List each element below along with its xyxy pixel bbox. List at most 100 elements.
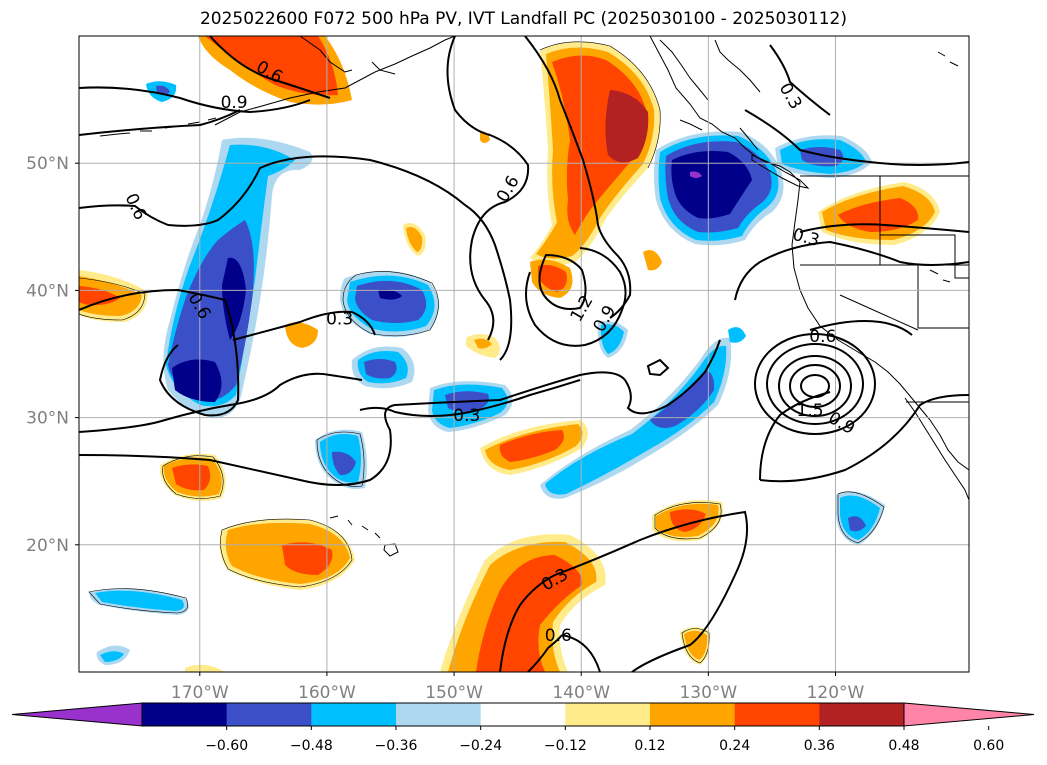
colorbar-extend-high — [903, 702, 1035, 727]
pv-fill-positive — [205, 36, 338, 96]
lat-tick-label: 20°N — [26, 536, 69, 556]
pv-fill-positive — [406, 227, 423, 252]
colorbar-tick-label: −0.24 — [459, 738, 502, 754]
contour-line — [789, 364, 841, 408]
contour-line — [800, 374, 830, 398]
contour-label: 0.6 — [809, 327, 836, 347]
lon-tick-label: 170°W — [171, 683, 229, 703]
colorbar-segment — [480, 703, 566, 726]
contour-label: 0.6 — [493, 172, 524, 205]
colorbar-segment — [734, 703, 820, 726]
contour-line — [759, 394, 969, 483]
lon-tick-label: 120°W — [807, 683, 865, 703]
lat-tick-label: 50°N — [26, 154, 69, 174]
coastline-alaska — [214, 36, 456, 126]
pv-fill-positive — [605, 90, 649, 163]
pv-fill-positive — [172, 464, 211, 491]
colorbar-tick-label: −0.60 — [205, 738, 248, 754]
pv-fill-negative — [378, 289, 402, 300]
colorbar-segment — [226, 703, 312, 726]
contour-line — [232, 310, 376, 341]
pv-fill-negative — [848, 516, 866, 532]
contour-line — [499, 510, 748, 672]
colorbar-segment — [396, 703, 482, 726]
contour-line — [446, 36, 530, 341]
pv-fill-positive — [282, 542, 333, 575]
contour-label: 1.5 — [797, 401, 824, 421]
colorbar-tick-label: 0.36 — [804, 738, 835, 754]
contour-line — [734, 240, 969, 301]
pv-fill-positive — [476, 555, 583, 672]
contour-line — [754, 333, 876, 435]
colorbar-segment — [142, 703, 228, 726]
pv-fill-negative — [728, 327, 746, 343]
colorbar-segment — [565, 703, 651, 726]
contour-line — [766, 343, 864, 425]
contour-line — [79, 155, 513, 361]
axis-tick-labels: 50°N 40°N 30°N 20°N 170°W 160°W 150°W 140°W 130°… — [26, 154, 864, 703]
coastline-bc — [649, 36, 801, 183]
colorbar-tick-label: 0.60 — [973, 738, 1004, 754]
map-area: 0.60.9 0.30.60.60.30.6 0.3 1.20.90.60.3 1.5 0… — [79, 36, 969, 672]
pv-shading — [79, 36, 940, 672]
map-frame — [78, 35, 970, 673]
figure-title: 2025022600 F072 500 hPa PV, IVT Landfall… — [199, 9, 847, 29]
pv-fill-negative — [650, 370, 715, 428]
state-borders — [800, 176, 969, 331]
contour-line — [79, 288, 240, 417]
contour-line — [525, 247, 627, 347]
contour-line — [778, 355, 852, 417]
contour-line — [209, 36, 331, 99]
pv-fill-negative — [690, 171, 702, 178]
contour-line — [809, 320, 913, 336]
colorbar-tick-label: −0.12 — [544, 738, 587, 754]
pv-fill-negative — [172, 359, 222, 402]
contour-label: 0.9 — [221, 93, 248, 113]
pv-fill-positive — [684, 630, 708, 660]
pv-fill-positive — [538, 264, 567, 292]
graticule — [79, 36, 969, 672]
colorbar-tick-label: 0.12 — [634, 738, 665, 754]
coastline-us-west — [791, 181, 931, 421]
colorbar-tick-label: −0.36 — [375, 738, 418, 754]
pv-fill-positive — [499, 430, 564, 462]
colorbar: −0.60 −0.48 −0.36 −0.24 −0.12 0.12 0.24 0.36 0.4… — [11, 702, 1035, 754]
lat-tick-label: 30°N — [26, 409, 69, 429]
pv-fill-positive — [285, 322, 318, 348]
ivt-contours — [79, 36, 969, 672]
contour-line — [527, 634, 563, 672]
contour-label: 0.3 — [453, 406, 480, 426]
colorbar-tick-label: 0.24 — [719, 738, 750, 754]
lon-tick-label: 130°W — [679, 683, 737, 703]
contour-line — [79, 372, 363, 433]
pv-fill-positive — [643, 249, 662, 271]
pv-fill-negative — [364, 359, 397, 379]
coastline-baja — [904, 397, 969, 501]
contour-line — [799, 223, 969, 233]
pv-fill-negative — [671, 151, 752, 219]
lon-tick-label: 140°W — [552, 683, 610, 703]
contour-line — [79, 339, 721, 486]
pv-fill-negative — [100, 651, 124, 662]
pv-fill-positive — [185, 664, 225, 672]
contour-label: 0.3 — [775, 80, 806, 113]
contour-line — [359, 379, 581, 417]
colorbar-segment — [819, 703, 905, 726]
hawaii — [329, 515, 399, 557]
colorbar-segment — [650, 703, 736, 726]
colorbar-frame — [141, 702, 905, 727]
contour-line — [538, 253, 587, 310]
colorbar-tick-label: 0.48 — [888, 738, 919, 754]
pv-fill-negative — [600, 324, 624, 354]
contour-label: 0.6 — [545, 626, 572, 646]
contour-line — [79, 109, 241, 136]
lon-tick-label: 160°W — [298, 683, 356, 703]
pv-fill-negative — [95, 590, 184, 611]
pv-fill-negative — [545, 345, 727, 495]
contour-line — [79, 86, 311, 114]
colorbar-extend-low — [11, 702, 143, 727]
contour-line — [561, 634, 601, 672]
pv-fill-positive — [474, 338, 492, 349]
colorbar-segment — [311, 703, 397, 726]
